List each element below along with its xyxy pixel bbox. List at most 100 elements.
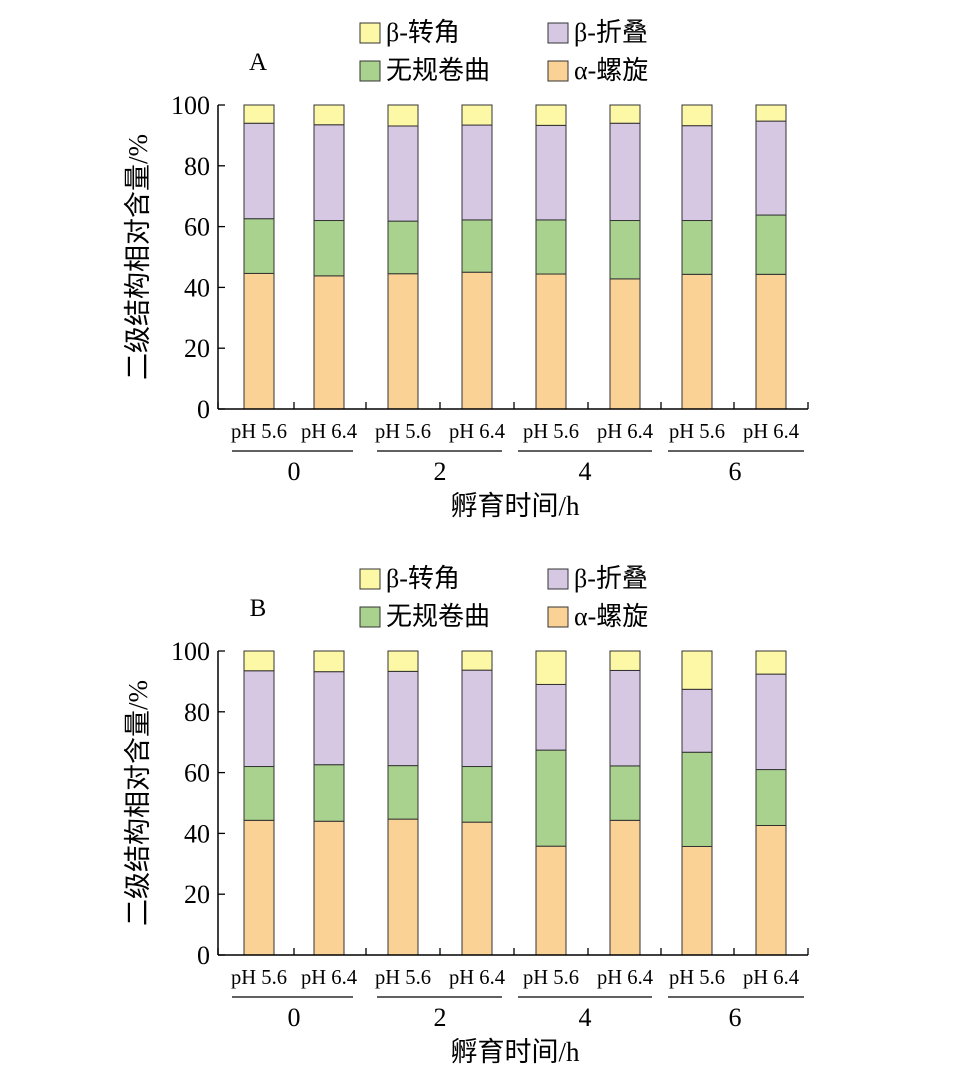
- y-tick-label-0: 0: [197, 941, 210, 970]
- bar-segment-random_coil-0: [243, 766, 275, 821]
- bar-segment-beta_turn-2: [387, 650, 419, 672]
- x-category-label-0: pH 5.6: [231, 419, 287, 443]
- legend-label-beta_sheet: β-折叠: [574, 18, 648, 47]
- legend-swatch-beta_turn: [359, 22, 381, 44]
- bar-segment-random_coil-7: [755, 769, 787, 826]
- legend-label-random_coil: 无规卷曲: [386, 602, 490, 631]
- bar-segment-beta_turn-0: [243, 650, 275, 672]
- legend-label-alpha_helix: α-螺旋: [574, 602, 648, 631]
- x-category-label-1: pH 6.4: [301, 419, 357, 443]
- legend-label-random_coil: 无规卷曲: [386, 56, 490, 85]
- bar-segment-random_coil-0: [243, 218, 275, 274]
- group-label-2: 2: [434, 1003, 447, 1032]
- bar-segment-beta_sheet-2: [387, 670, 419, 767]
- bar-segment-random_coil-4: [535, 219, 567, 275]
- bar-segment-beta_sheet-3: [461, 124, 493, 221]
- legend-swatch-beta_sheet: [547, 22, 569, 44]
- x-category-label-7: pH 6.4: [743, 419, 799, 443]
- x-category-label-1: pH 6.4: [301, 965, 357, 989]
- bar-segment-beta_sheet-0: [243, 122, 275, 220]
- bar-segment-beta_turn-7: [755, 650, 787, 675]
- bar-segment-alpha_helix-5: [609, 278, 641, 410]
- y-tick-label-100: 100: [171, 91, 210, 120]
- x-category-label-7: pH 6.4: [743, 965, 799, 989]
- bar-segment-beta_turn-5: [609, 104, 641, 124]
- bar-segment-alpha_helix-4: [535, 273, 567, 410]
- legend-label-beta_sheet: β-折叠: [574, 564, 648, 593]
- y-tick-label-80: 80: [184, 152, 210, 181]
- group-label-4: 4: [579, 1003, 592, 1032]
- bar-segment-alpha_helix-7: [755, 824, 787, 956]
- bar-segment-alpha_helix-6: [681, 273, 713, 410]
- x-category-label-5: pH 6.4: [597, 419, 653, 443]
- x-axis-title: 孵育时间/h: [450, 1037, 580, 1067]
- x-category-label-6: pH 5.6: [669, 419, 725, 443]
- bar-segment-beta_turn-4: [535, 650, 567, 685]
- bar-segment-alpha_helix-2: [387, 818, 419, 956]
- y-axis-title: 二级结构相对含量/%: [123, 134, 153, 380]
- bar-segment-random_coil-7: [755, 214, 787, 275]
- bar-segment-alpha_helix-0: [243, 272, 275, 410]
- x-category-label-6: pH 5.6: [669, 965, 725, 989]
- legend-swatch-alpha_helix: [547, 60, 569, 82]
- x-category-label-3: pH 6.4: [449, 965, 505, 989]
- y-tick-label-40: 40: [184, 819, 210, 848]
- group-label-6: 6: [729, 457, 742, 486]
- bar-segment-random_coil-5: [609, 765, 641, 821]
- bar-segment-random_coil-6: [681, 751, 713, 847]
- y-tick-label-20: 20: [184, 880, 210, 909]
- bar-segment-beta_turn-6: [681, 650, 713, 690]
- bar-segment-beta_turn-3: [461, 650, 493, 671]
- bar-segment-random_coil-4: [535, 749, 567, 847]
- bar-segment-alpha_helix-5: [609, 819, 641, 956]
- x-category-label-4: pH 5.6: [523, 419, 579, 443]
- group-label-6: 6: [729, 1003, 742, 1032]
- bar-segment-beta_turn-4: [535, 104, 567, 126]
- bar-segment-beta_turn-0: [243, 104, 275, 124]
- bar-segment-beta_turn-2: [387, 104, 419, 127]
- bar-segment-beta_sheet-6: [681, 688, 713, 753]
- bar-segment-beta_sheet-6: [681, 125, 713, 222]
- bar-segment-beta_turn-1: [313, 104, 345, 126]
- bar-segment-alpha_helix-1: [313, 275, 345, 410]
- bar-segment-beta_sheet-3: [461, 669, 493, 768]
- legend-label-beta_turn: β-转角: [386, 18, 460, 47]
- bar-segment-beta_sheet-5: [609, 669, 641, 767]
- y-tick-label-0: 0: [197, 395, 210, 424]
- bar-segment-alpha_helix-7: [755, 273, 787, 410]
- bar-segment-random_coil-6: [681, 220, 713, 275]
- legend-label-alpha_helix: α-螺旋: [574, 56, 648, 85]
- x-category-label-3: pH 6.4: [449, 419, 505, 443]
- bar-segment-beta_sheet-4: [535, 124, 567, 221]
- y-tick-label-60: 60: [184, 213, 210, 242]
- legend-label-beta_turn: β-转角: [386, 564, 460, 593]
- bar-segment-alpha_helix-2: [387, 273, 419, 410]
- bar-segment-beta_sheet-4: [535, 683, 567, 751]
- y-tick-label-40: 40: [184, 273, 210, 302]
- x-axis-title: 孵育时间/h: [450, 491, 580, 521]
- bar-segment-random_coil-1: [313, 764, 345, 822]
- group-label-0: 0: [288, 457, 301, 486]
- x-category-label-2: pH 5.6: [375, 965, 431, 989]
- legend-swatch-random_coil: [359, 60, 381, 82]
- bar-segment-random_coil-3: [461, 219, 493, 273]
- bar-segment-beta_turn-3: [461, 104, 493, 126]
- group-label-2: 2: [434, 457, 447, 486]
- legend-swatch-beta_turn: [359, 568, 381, 590]
- x-category-label-4: pH 5.6: [523, 965, 579, 989]
- bar-segment-random_coil-1: [313, 220, 345, 277]
- y-tick-label-60: 60: [184, 759, 210, 788]
- bar-segment-beta_turn-5: [609, 650, 641, 671]
- bar-segment-beta_sheet-1: [313, 124, 345, 222]
- bar-segment-random_coil-2: [387, 765, 419, 820]
- x-category-label-2: pH 5.6: [375, 419, 431, 443]
- legend-swatch-alpha_helix: [547, 606, 569, 628]
- bar-segment-alpha_helix-4: [535, 845, 567, 956]
- bar-segment-beta_sheet-0: [243, 670, 275, 768]
- x-category-label-5: pH 6.4: [597, 965, 653, 989]
- legend-swatch-beta_sheet: [547, 568, 569, 590]
- bar-segment-alpha_helix-3: [461, 821, 493, 956]
- bar-segment-random_coil-5: [609, 220, 641, 280]
